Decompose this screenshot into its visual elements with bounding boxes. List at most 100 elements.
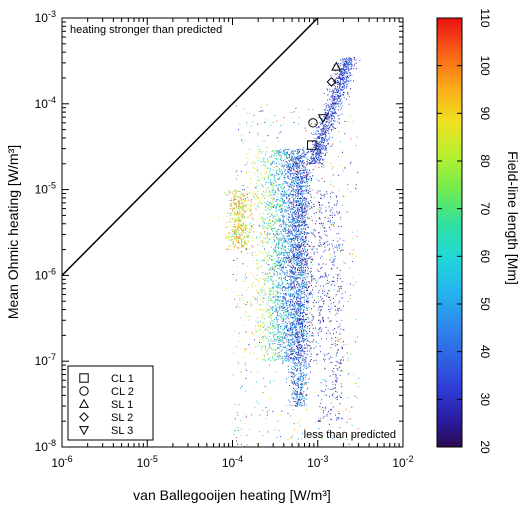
scatter-point: [302, 384, 304, 386]
scatter-point: [288, 154, 290, 156]
scatter-point: [278, 353, 280, 355]
scatter-point: [272, 267, 274, 269]
scatter-point: [304, 325, 306, 327]
scatter-point: [268, 225, 270, 226]
scatter-point: [258, 159, 260, 161]
scatter-point: [300, 292, 302, 294]
scatter-point: [294, 319, 296, 321]
scatter-point: [296, 281, 298, 283]
scatter-point: [281, 244, 283, 246]
scatter-point: [303, 337, 305, 339]
scatter-point: [269, 258, 271, 260]
scatter-point: [270, 224, 272, 226]
scatter-point: [298, 362, 300, 364]
scatter-point: [299, 336, 300, 338]
scatter-point: [338, 89, 340, 91]
scatter-point: [280, 306, 282, 307]
scatter-point: [271, 182, 273, 184]
scatter-point: [284, 332, 286, 334]
scatter-point: [255, 188, 257, 190]
scatter-point: [297, 273, 299, 275]
scatter-point: [314, 123, 316, 125]
scatter-point: [302, 198, 304, 200]
scatter-point: [260, 324, 262, 326]
scatter-point: [277, 242, 279, 244]
scatter-point: [257, 266, 259, 268]
scatter-point: [280, 158, 282, 160]
scatter-point: [347, 94, 349, 96]
scatter-point: [269, 306, 270, 308]
scatter-point: [283, 293, 285, 295]
scatter-point: [293, 309, 295, 310]
scatter-point: [271, 214, 273, 216]
scatter-point: [291, 324, 293, 326]
scatter-point: [298, 344, 300, 346]
scatter-point: [274, 269, 276, 271]
scatter-point: [319, 150, 321, 152]
scatter-point: [287, 301, 289, 303]
scatter-point: [281, 338, 282, 340]
scatter-point: [261, 241, 263, 243]
scatter-point: [272, 312, 274, 314]
scatter-point: [298, 200, 300, 202]
scatter-point: [301, 245, 302, 246]
scatter-point: [336, 78, 338, 79]
scatter-point: [297, 269, 298, 271]
scatter-point: [286, 206, 288, 208]
scatter-point: [317, 145, 319, 147]
scatter-point: [307, 243, 309, 245]
scatter-point: [282, 282, 284, 283]
scatter-point: [263, 237, 265, 239]
scatter-point: [293, 284, 295, 286]
scatter-point: [304, 339, 306, 340]
scatter-point: [298, 274, 300, 276]
scatter-point: [298, 339, 300, 341]
scatter-point: [296, 284, 297, 286]
scatter-point: [263, 289, 265, 291]
scatter-point: [294, 391, 295, 393]
scatter-point: [338, 96, 340, 98]
scatter-point: [256, 289, 258, 291]
scatter-point: [296, 182, 298, 184]
scatter-point: [303, 290, 305, 292]
scatter-point: [262, 339, 264, 341]
scatter-point: [277, 284, 279, 286]
scatter-point: [280, 187, 282, 189]
scatter-point: [287, 168, 289, 170]
scatter-point: [272, 213, 274, 215]
scatter-point: [301, 221, 303, 223]
scatter-point: [328, 249, 330, 251]
scatter-point: [294, 261, 296, 263]
scatter-point: [294, 340, 296, 342]
scatter-point: [288, 230, 290, 232]
scatter-point: [299, 187, 301, 189]
scatter-point: [299, 148, 301, 150]
scatter-point: [278, 262, 280, 264]
scatter-point: [319, 133, 321, 135]
scatter-point: [351, 58, 353, 60]
scatter-point: [256, 263, 258, 265]
scatter-point: [303, 185, 305, 187]
scatter-point: [279, 221, 281, 222]
scatter-point: [277, 315, 279, 317]
scatter-point: [288, 344, 290, 346]
scatter-point: [285, 351, 287, 353]
scatter-point: [339, 93, 340, 95]
scatter-point: [320, 149, 322, 150]
scatter-point: [301, 313, 303, 314]
scatter-point: [301, 179, 303, 180]
scatter-point: [277, 159, 279, 161]
scatter-point: [279, 309, 281, 311]
scatter-point: [301, 333, 303, 335]
scatter-point: [285, 288, 287, 290]
scatter-point: [288, 289, 290, 291]
scatter-point: [269, 294, 271, 296]
scatter-point: [278, 240, 280, 242]
scatter-point: [271, 191, 273, 193]
scatter-point: [285, 153, 287, 154]
scatter-point: [282, 338, 283, 340]
scatter-point: [302, 323, 304, 325]
scatter-point: [294, 358, 295, 360]
scatter-point: [303, 338, 304, 340]
scatter-point: [263, 282, 265, 284]
